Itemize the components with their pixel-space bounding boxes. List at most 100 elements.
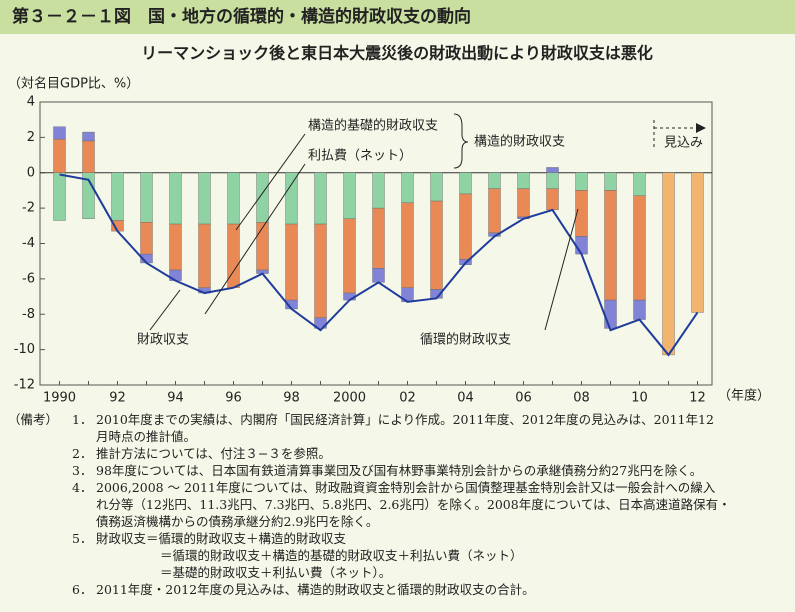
- bar-segment: [198, 223, 211, 288]
- x-tick-label: 2000: [333, 391, 366, 406]
- bar-segment: [459, 172, 472, 195]
- bar-segment: [430, 200, 443, 290]
- bar-segment: [488, 188, 501, 234]
- bar-segment: [372, 207, 385, 269]
- bar-segment: [169, 223, 182, 271]
- note-body: 2011年度・2012年度の見込みは、構造的財政収支と循環的財政収支の合計。: [96, 581, 535, 598]
- bar-segment: [633, 172, 646, 196]
- label: 循環的財政収支: [420, 332, 511, 348]
- note-body: 財政収支＝循環的財政収支＋構造的財政収支 ＝循環的財政収支＋構造的基礎的財政収支＋…: [96, 530, 523, 581]
- num: 4．: [72, 480, 93, 495]
- bar-segment: [517, 188, 530, 218]
- note-body: 推計方法については、付注３−３を参照。: [96, 445, 331, 462]
- y-tick-label: 0: [27, 165, 35, 180]
- bar-segment: [227, 172, 240, 225]
- notes: （備考） 1． 2010年度までの実績は、内閣府「国民経済計算」により作成。2011…: [8, 411, 793, 598]
- note-body: 2006,2008 〜 2011年度については、財政融資資金特別会計から国債整理…: [96, 479, 731, 530]
- note-line: れ分等（12兆円、11.3兆円、7.3兆円、5.8兆円、2.6兆円）を除く。20…: [96, 497, 731, 512]
- note-line: 2010年度までの実績は、内閣府「国民経済計算」により作成。2011年度、201…: [96, 412, 714, 427]
- x-tick-label: 92: [109, 391, 126, 406]
- num: 2．: [72, 446, 93, 461]
- lab: [8, 479, 72, 530]
- x-tick-label: 94: [167, 391, 184, 406]
- x-axis-label: （年度）: [718, 388, 770, 404]
- chart: リーマンショック後と東日本大震災後の財政出動により財政収支は悪化 （対名目GDP…: [8, 44, 770, 406]
- bar-segment: [604, 299, 617, 329]
- x-tick-label: 1990: [43, 391, 76, 406]
- bar-segment: [372, 172, 385, 209]
- note-line: 推計方法については、付注３−３を参照。: [96, 446, 331, 461]
- lab: [8, 462, 72, 479]
- num: 5．: [72, 531, 93, 546]
- bar-segment: [575, 172, 588, 191]
- note-body: 98年度については、日本国有鉄道清算事業団及び国有林野事業特別会計からの承継債務…: [96, 462, 702, 479]
- bar-segment: [546, 188, 559, 211]
- bar-segment: [140, 222, 153, 255]
- y-tick-label: -12: [14, 378, 35, 393]
- x-tick-label: 96: [225, 391, 242, 406]
- note-line: 債務返済機構からの債務承継分約2.9兆円を除く。: [96, 514, 379, 529]
- bar-segment: [111, 172, 124, 221]
- x-tick-label: 06: [515, 391, 532, 406]
- label: 財政収支: [137, 333, 189, 348]
- label: 利払費（ネット）: [308, 149, 412, 164]
- note: 3． 98年度については、日本国有鉄道清算事業団及び国有林野事業特別会計からの承継…: [8, 462, 793, 479]
- bar-segment: [198, 172, 211, 225]
- y-tick-label: 2: [27, 130, 35, 145]
- note-line: ＝基礎的財政収支＋利払い費（ネット）。: [160, 565, 392, 580]
- bar-segment: [256, 172, 269, 223]
- bar-segment: [459, 193, 472, 260]
- y-axis-label: （対名目GDP比、%）: [8, 76, 139, 92]
- note-line: 2011年度・2012年度の見込みは、構造的財政収支と循環的財政収支の合計。: [96, 582, 535, 597]
- bar-segment: [401, 172, 414, 204]
- note: 2． 推計方法については、付注３−３を参照。: [8, 445, 793, 462]
- bar-segment: [140, 172, 153, 223]
- bar-segment: [517, 172, 530, 189]
- num: 6．: [72, 582, 93, 597]
- bar-segment: [343, 172, 356, 219]
- bar-segment: [488, 172, 501, 189]
- note-line: 月時点の推計値。: [96, 429, 197, 444]
- chart-title: リーマンショック後と東日本大震災後の財政出動により財政収支は悪化: [141, 44, 653, 63]
- label: 構造的財政収支: [474, 134, 565, 150]
- x-tick-label: 12: [689, 391, 706, 406]
- y-tick-label: -8: [22, 307, 35, 322]
- note-line: 2006,2008 〜 2011年度については、財政融資資金特別会計から国債整理…: [96, 480, 716, 495]
- note-body: 2010年度までの実績は、内閣府「国民経済計算」により作成。2011年度、201…: [96, 411, 714, 445]
- bar-segment: [604, 172, 617, 191]
- bar-segment: [401, 202, 414, 288]
- note-line: 98年度については、日本国有鉄道清算事業団及び国有林野事業特別会計からの承継債務…: [96, 463, 703, 478]
- bar-segment: [285, 172, 298, 225]
- bar-segment: [82, 131, 95, 142]
- bar-segment: [546, 167, 559, 173]
- leader-line: [204, 163, 306, 315]
- label: 構造的基礎的財政収支: [308, 118, 438, 134]
- bar-segment: [53, 126, 66, 140]
- y-tick-label: -2: [22, 201, 35, 216]
- bar-segment: [372, 268, 385, 283]
- note: 5． 財政収支＝循環的財政収支＋構造的財政収支 ＝循環的財政収支＋構造的基礎的財政収…: [8, 530, 793, 581]
- y-tick-label: -10: [14, 342, 35, 357]
- lab: [8, 530, 72, 581]
- bar-segment: [82, 140, 95, 173]
- bar-segment: [633, 195, 646, 301]
- note: 4． 2006,2008 〜 2011年度については、財政融資資金特別会計から国債…: [8, 479, 793, 530]
- bar-segment: [343, 218, 356, 294]
- num: 1．: [72, 412, 93, 427]
- bar-segment: [314, 223, 327, 318]
- bar-segment: [169, 172, 182, 225]
- bar-segment: [285, 223, 298, 301]
- x-tick-label: 02: [399, 391, 416, 406]
- lab: [8, 581, 72, 598]
- leader-line: [544, 208, 579, 331]
- x-tick-label: 04: [457, 391, 474, 406]
- y-tick-label: 4: [27, 95, 35, 110]
- bar-segment: [691, 172, 704, 313]
- bar-segment: [53, 138, 66, 173]
- note: 6． 2011年度・2012年度の見込みは、構造的財政収支と循環的財政収支の合計。: [8, 581, 793, 598]
- fiscal-balance-line: [59, 173, 699, 357]
- bar-segment: [430, 172, 443, 202]
- bar-segment: [546, 172, 559, 189]
- bar-segment: [575, 236, 588, 255]
